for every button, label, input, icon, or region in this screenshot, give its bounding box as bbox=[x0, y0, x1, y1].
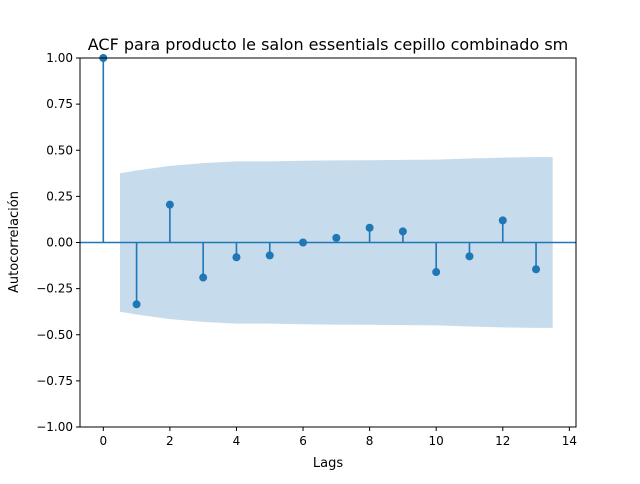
x-tick-label: 4 bbox=[233, 434, 241, 448]
x-ticks: 0 2 4 6 8 10 12 14 bbox=[99, 427, 577, 448]
acf-point-lag-13 bbox=[532, 265, 541, 274]
acf-point-lag-9 bbox=[398, 227, 407, 236]
y-tick-label: 0.00 bbox=[46, 236, 73, 250]
y-tick-label: 0.50 bbox=[46, 143, 73, 157]
x-tick-label: 2 bbox=[166, 434, 174, 448]
acf-point-lag-7 bbox=[332, 233, 341, 242]
y-tick-label: −0.25 bbox=[36, 282, 73, 296]
acf-point-lag-4 bbox=[232, 253, 241, 262]
acf-point-lag-10 bbox=[432, 268, 441, 277]
x-axis-label: Lags bbox=[313, 456, 343, 471]
y-ticks: −1.00 −0.75 −0.50 −0.25 0.00 0.25 0.50 0.75 1.00 bbox=[36, 51, 80, 434]
x-tick-label: 6 bbox=[299, 434, 307, 448]
chart-title: ACF para producto le salon essentials ce… bbox=[88, 35, 569, 54]
acf-point-lag-5 bbox=[265, 251, 274, 260]
y-axis-label: Autocorrelación bbox=[7, 191, 22, 293]
x-tick-label: 0 bbox=[99, 434, 107, 448]
x-tick-label: 12 bbox=[495, 434, 510, 448]
acf-point-lag-8 bbox=[365, 223, 374, 232]
x-tick-label: 8 bbox=[366, 434, 374, 448]
acf-point-lag-2 bbox=[165, 200, 174, 209]
stem-layer bbox=[80, 54, 576, 309]
acf-point-lag-12 bbox=[498, 216, 507, 225]
y-tick-label: −0.75 bbox=[36, 374, 73, 388]
acf-point-lag-3 bbox=[199, 273, 208, 282]
acf-point-lag-11 bbox=[465, 252, 474, 261]
acf-point-lag-1 bbox=[132, 300, 141, 309]
x-tick-label: 10 bbox=[429, 434, 444, 448]
y-tick-label: 0.25 bbox=[46, 189, 73, 203]
y-tick-label: 1.00 bbox=[46, 51, 73, 65]
acf-point-lag-6 bbox=[299, 238, 308, 247]
y-tick-label: 0.75 bbox=[46, 97, 73, 111]
y-tick-label: −1.00 bbox=[36, 420, 73, 434]
y-tick-label: −0.50 bbox=[36, 328, 73, 342]
x-tick-label: 14 bbox=[562, 434, 577, 448]
